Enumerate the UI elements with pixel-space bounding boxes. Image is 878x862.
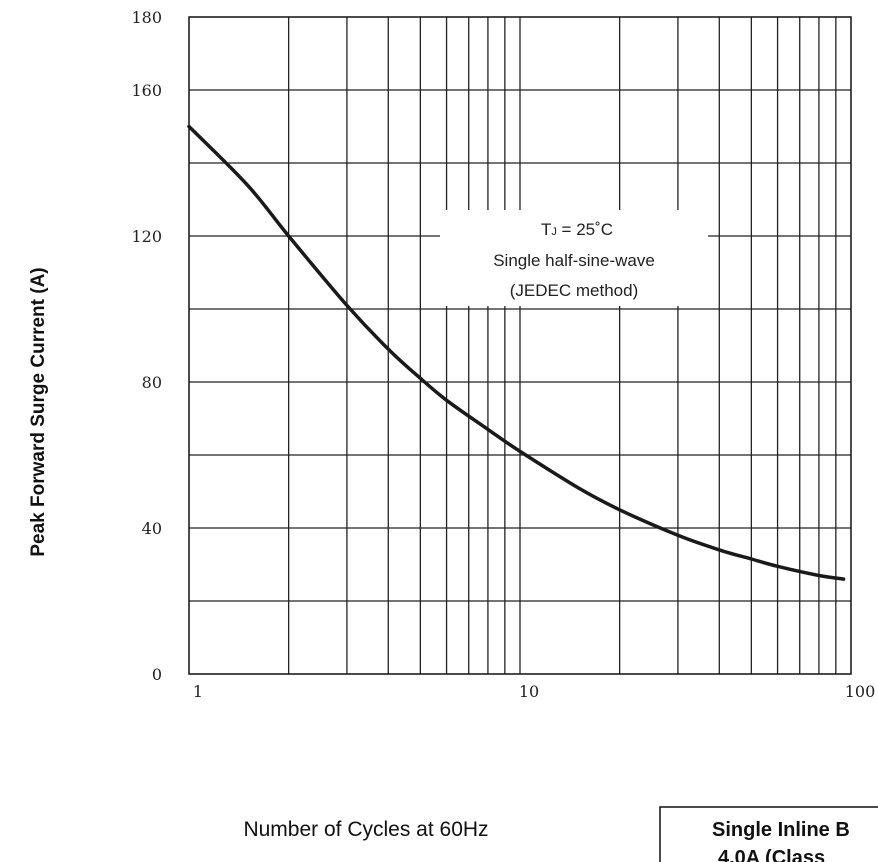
- annotation-waveform: Single half-sine-wave: [493, 251, 655, 270]
- y-axis-label: Peak Forward Surge Current (A): [28, 267, 49, 556]
- plot-frame: [188, 16, 852, 675]
- x-tick-label: 1: [193, 682, 203, 701]
- side-info-box: Single Inline B 4.0A (Class: [659, 806, 878, 862]
- y-tick-label: 40: [142, 519, 162, 538]
- x-axis-label: Number of Cycles at 60Hz: [243, 818, 488, 841]
- grid-lines: [189, 17, 851, 674]
- x-tick-label: 10: [519, 682, 539, 701]
- annotation-method: (JEDEC method): [510, 281, 638, 300]
- x-tick-label: 100: [845, 682, 876, 701]
- x-tick-labels: 1 10 100: [193, 682, 875, 701]
- annotation-box: TJ = 25˚C Single half-sine-wave (JEDEC m…: [440, 210, 708, 306]
- surge-curve-line: [187, 124, 846, 581]
- side-box-line2: 4.0A (Class: [718, 847, 825, 862]
- y-tick-label: 160: [131, 81, 162, 100]
- y-tick-label: 180: [131, 8, 162, 27]
- annotation-tj: TJ = 25˚C: [541, 220, 613, 239]
- y-tick-label: 0: [152, 665, 162, 684]
- y-tick-label: 80: [142, 373, 162, 392]
- y-tick-labels: 0 40 80 120 160 180: [131, 8, 162, 684]
- y-tick-label: 120: [131, 227, 162, 246]
- side-box-line1: Single Inline B: [712, 819, 850, 841]
